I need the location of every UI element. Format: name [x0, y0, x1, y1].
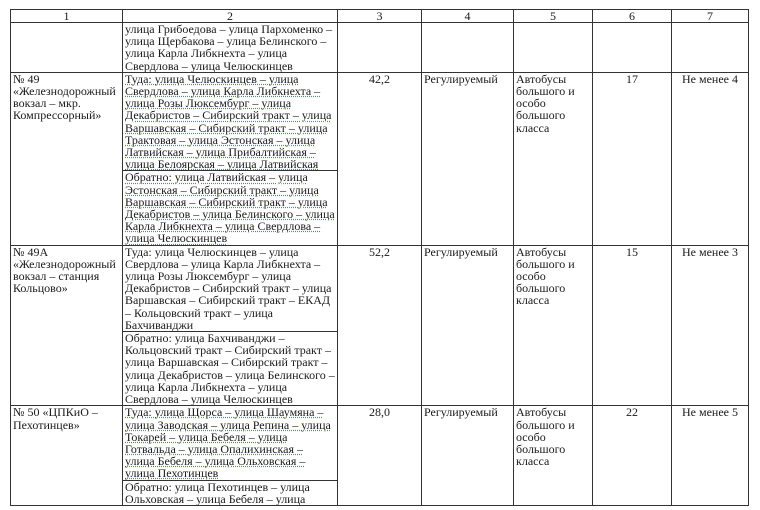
header-cell: 5: [513, 9, 593, 23]
empty-cell: [592, 22, 672, 73]
route-path-cell: улица Грибоедова – улица Пархоменко –ули…: [122, 22, 338, 73]
route-mode-cell: Регулируемый: [421, 405, 514, 506]
header-cell: 4: [421, 9, 514, 23]
header-cell: 7: [671, 9, 749, 23]
route-mode-cell: Регулируемый: [421, 71, 514, 246]
route-length-cell: 52,2: [337, 244, 422, 407]
route-vehicle-cell: Автобусы большого и особо большого класс…: [513, 244, 593, 407]
empty-cell: [513, 22, 593, 73]
empty-cell: [421, 22, 514, 73]
route-interval-cell: Не менее 3: [671, 244, 749, 407]
route-backward-cell: Обратно: улица Пехотинцев – улица Ольхов…: [122, 479, 338, 506]
table-row: № 50 «ЦПКиО – Пехотинцев» Туда: улица Що…: [10, 405, 749, 506]
route-name-cell: № 50 «ЦПКиО – Пехотинцев»: [10, 405, 123, 506]
route-forward-cell: Туда: улица Челюскинцев – улица Свердлов…: [122, 244, 338, 333]
route-backward-cell: Обратно: улица Латвийская – улица Эстонс…: [122, 170, 338, 246]
route-name-cell: № 49 «Железнодорожный вокзал – мкр. Комп…: [10, 71, 123, 246]
route-interval-cell: Не менее 4: [671, 71, 749, 246]
route-vehicle-cell: Автобусы большого и особо большого класс…: [513, 71, 593, 246]
route-name-cell: № 49А «Железнодорожный вокзал – станция …: [10, 244, 123, 407]
route-count-cell: 15: [592, 244, 672, 407]
route-vehicle-cell: Автобусы большого и особо большого класс…: [513, 405, 593, 506]
header-cell: 2: [122, 9, 338, 23]
route-count-cell: 17: [592, 71, 672, 246]
header-row: 1 2 3 4 5 6 7: [10, 9, 749, 23]
routes-table: 1 2 3 4 5 6 7 улица Грибоедова – улица П…: [10, 9, 749, 506]
route-length-cell: 28,0: [337, 405, 422, 506]
route-length-cell: 42,2: [337, 71, 422, 246]
table-row: № 49А «Железнодорожный вокзал – станция …: [10, 244, 749, 407]
empty-cell: [337, 22, 422, 73]
route-mode-cell: Регулируемый: [421, 244, 514, 407]
route-count-cell: 22: [592, 405, 672, 506]
table-row: Обратно: улица Латвийская – улица Эстонс…: [11, 170, 749, 246]
table-row: улица Грибоедова – улица Пархоменко –ули…: [10, 22, 749, 73]
header-cell: 1: [10, 9, 123, 23]
header-cell: 3: [337, 9, 422, 23]
table-row: Обратно: улица Бахчиванджи – Кольцовский…: [11, 331, 749, 407]
empty-cell: [671, 22, 749, 73]
table-row: Обратно: улица Пехотинцев – улица Ольхов…: [11, 479, 749, 506]
table-row: № 49 «Железнодорожный вокзал – мкр. Комп…: [10, 71, 749, 246]
route-name-cell: [10, 22, 123, 73]
route-forward-cell: Туда: улица Щорса – улица Шаумяна – улиц…: [122, 405, 338, 481]
route-interval-cell: Не менее 5: [671, 405, 749, 506]
header-cell: 6: [592, 9, 672, 23]
route-backward-cell: Обратно: улица Бахчиванджи – Кольцовский…: [122, 331, 338, 407]
route-forward-cell: Туда: улица Челюскинцев – улица Свердлов…: [122, 71, 338, 172]
